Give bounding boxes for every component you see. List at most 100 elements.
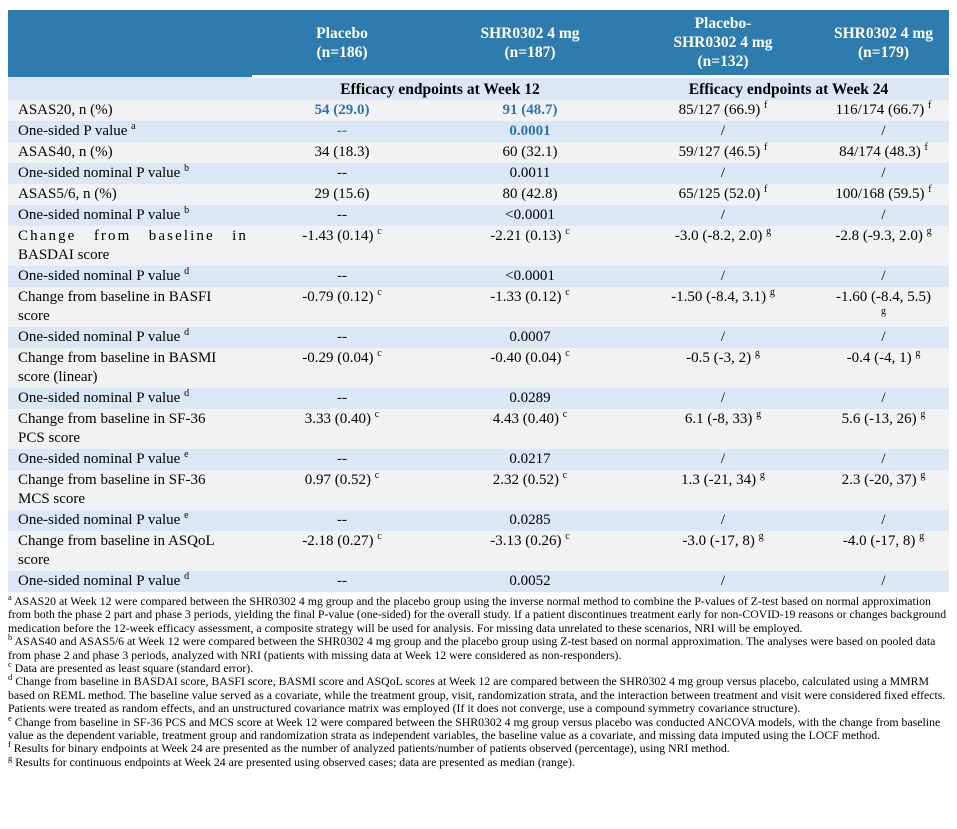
row-label: Change from baseline in SF-36 PCS score	[8, 409, 252, 449]
row-label: ASAS40, n (%)	[18, 144, 113, 160]
footnote: g Results for continuous endpoints at We…	[8, 752, 575, 769]
table-row: Change from baseline in SF-36 PCS score 3.…	[8, 409, 949, 449]
footnote-marker: f	[928, 184, 932, 195]
data-cell: --	[337, 451, 347, 467]
footnote-marker: c	[565, 287, 570, 298]
footnote: e Change from baseline in SF-36 PCS and …	[8, 712, 941, 743]
footnotes: a ASAS20 at Week 12 were compared betwee…	[8, 592, 949, 769]
data-cell: 0.0011	[509, 165, 551, 181]
data-cell: 84/174 (48.3) f	[839, 142, 928, 161]
data-cell: /	[881, 207, 886, 223]
data-cell: -2.18 (0.27) c	[302, 531, 382, 550]
footnote-marker: g	[926, 226, 932, 237]
data-cell: -4.0 (-17, 8) g	[842, 531, 925, 550]
data-cell: /	[881, 512, 886, 528]
row-label-line: Change from baseline in BASMI	[18, 350, 217, 366]
column-header: SHR0302 4 mg (n=187)	[432, 10, 628, 77]
row-label: One-sided nominal P value d	[18, 266, 190, 285]
footnote-marker: d	[184, 571, 190, 582]
footnote: d Change from baseline in BASDAI score, …	[8, 672, 946, 716]
row-label: ASAS5/6, n (%)	[18, 186, 117, 202]
table-row: Change from baseline in BASMI score (line…	[8, 348, 949, 388]
table-row: One-sided nominal P value b -- <0.0001 / /	[8, 205, 949, 226]
footnote-marker: c	[565, 531, 570, 542]
footnote-marker: b	[184, 163, 190, 174]
row-label-line: BASDAI score	[18, 247, 110, 263]
footnote-marker: b	[184, 205, 190, 216]
column-header: Placebo- SHR0302 4 mg (n=132)	[628, 10, 818, 77]
data-cell: -3.0 (-8.2, 2.0) g	[674, 226, 772, 245]
data-cell: -2.21 (0.13) c	[490, 226, 570, 245]
footnote-marker: c	[565, 348, 570, 359]
data-cell: <0.0001	[505, 207, 555, 223]
data-cell: /	[881, 268, 886, 284]
footnote-marker: c	[377, 531, 382, 542]
footnote-marker: c	[374, 470, 380, 481]
footnote-marker: g	[766, 226, 772, 237]
data-cell: --	[337, 329, 347, 345]
footnote: b ASAS40 and ASAS5/6 at Week 12 were com…	[8, 632, 936, 662]
footnote-marker: f	[764, 100, 768, 111]
footnote: a ASAS20 at Week 12 were compared betwee…	[8, 592, 947, 635]
data-cell: /	[720, 123, 726, 139]
data-cell: 5.6 (-13, 26) g	[841, 409, 926, 428]
footnote-marker: c	[8, 659, 12, 670]
column-header-line: Placebo	[316, 24, 368, 42]
data-cell: /	[881, 123, 886, 139]
data-cell: -0.29 (0.04) c	[302, 348, 382, 367]
column-header: Placebo (n=186)	[252, 10, 432, 77]
table-row: One-sided nominal P value e -- 0.0285 / /	[8, 510, 949, 531]
footnote-marker: g	[769, 287, 775, 298]
data-cell: -3.13 (0.26) c	[490, 531, 570, 550]
column-header: SHR0302 4 mg (n=179)	[818, 10, 949, 77]
footnote-marker: c	[565, 226, 570, 237]
data-cell: 59/127 (46.5) f	[678, 142, 768, 161]
row-label-line: MCS score	[18, 491, 86, 507]
data-cell: 0.0001	[509, 123, 551, 139]
row-label-line: score	[18, 308, 50, 324]
column-header-line: (n=179)	[857, 43, 910, 61]
data-cell: --	[337, 207, 347, 223]
data-cell: --	[337, 123, 347, 139]
table-row: ASAS5/6, n (%) 29 (15.6) 80 (42.8) 65/125 (…	[8, 184, 949, 205]
footnote: c Data are presented as least square (st…	[8, 659, 254, 676]
data-cell: /	[881, 390, 886, 406]
section-header-week24: Efficacy endpoints at Week 24	[628, 75, 949, 100]
data-cell: --	[337, 165, 347, 181]
data-cell: 91 (48.7)	[502, 102, 558, 118]
column-header-line: Placebo-	[694, 15, 752, 32]
row-label-line: PCS score	[18, 430, 81, 446]
data-cell: 6.1 (-8, 33) g	[684, 409, 762, 428]
row-label: Change from baseline in BASFI score	[8, 287, 252, 327]
section-header-spacer	[8, 76, 252, 100]
data-cell: 0.97 (0.52) c	[304, 470, 380, 489]
footnote: f Results for binary endpoints at Week 2…	[8, 739, 730, 756]
data-cell: -1.43 (0.14) c	[302, 226, 382, 245]
table-row: One-sided nominal P value d -- 0.0289 / /	[8, 388, 949, 409]
row-label: Change from baseline in BASDAI score	[8, 226, 252, 266]
data-cell: 4.43 (0.40) c	[492, 409, 568, 428]
section-header-week12: Efficacy endpoints at Week 12	[252, 75, 628, 100]
data-cell: /	[881, 451, 886, 467]
row-label: One-sided nominal P value d	[18, 327, 190, 346]
footnote-marker: d	[184, 327, 190, 338]
data-cell: 54 (29.0)	[314, 102, 370, 118]
footnote-marker: e	[184, 449, 189, 460]
row-label: Change from baseline in SF-36 MCS score	[8, 470, 252, 510]
table-row: One-sided nominal P value e -- 0.0217 / /	[8, 449, 949, 470]
footnote-marker: c	[562, 409, 568, 420]
row-label: ASAS20, n (%)	[18, 102, 113, 118]
column-header-line: (n=187)	[504, 43, 556, 61]
data-cell: 0.0217	[509, 451, 551, 467]
table-row: One-sided P value a -- 0.0001 / /	[8, 121, 949, 142]
data-cell: --	[337, 512, 347, 528]
row-label: One-sided nominal P value b	[18, 205, 190, 224]
footnote-marker: f	[764, 184, 768, 195]
row-label-line: score (linear)	[18, 369, 98, 385]
data-cell: -1.50 (-8.4, 3.1) g	[671, 287, 775, 306]
data-cell: 80 (42.8)	[502, 186, 558, 202]
data-cell: 0.0289	[509, 390, 551, 406]
column-header-line: SHR0302 4 mg	[480, 24, 580, 42]
row-label-line: Change from baseline in SF-36	[18, 472, 206, 488]
efficacy-results-page: Placebo (n=186) SHR0302 4 mg (n=187) Placebo…	[8, 10, 949, 769]
